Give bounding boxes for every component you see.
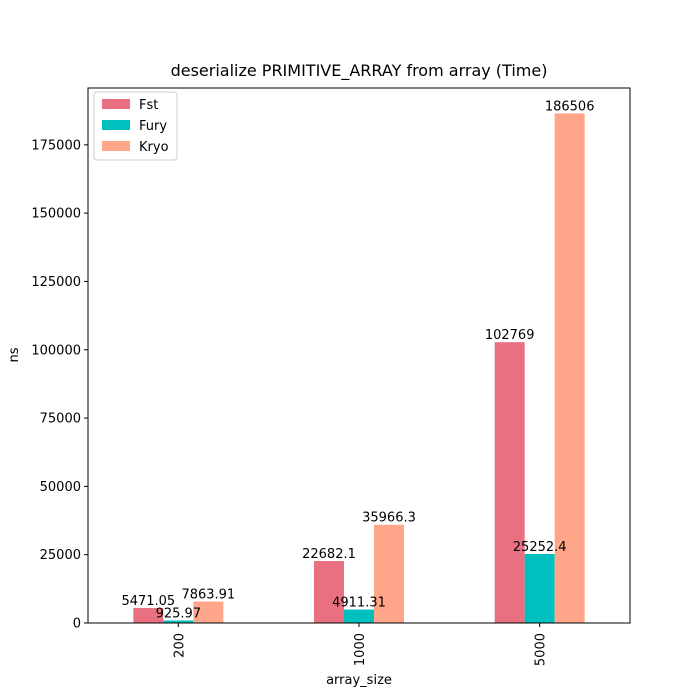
bar-fst-1000 <box>314 561 344 623</box>
y-tick-label: 175000 <box>31 138 81 153</box>
bar-label-fst-200: 5471.05 <box>121 594 175 609</box>
y-tick-label: 50000 <box>40 480 81 495</box>
x-tick-label: 1000 <box>353 633 368 666</box>
y-tick-label: 75000 <box>40 412 81 427</box>
bar-label-fury-200: 925.97 <box>156 606 202 621</box>
bar-fury-1000 <box>344 609 374 623</box>
y-axis-title: ns <box>7 347 22 362</box>
legend-label-fst: Fst <box>139 98 158 113</box>
y-tick-label: 150000 <box>31 207 81 222</box>
y-tick-label: 125000 <box>31 275 81 290</box>
x-tick-label: 200 <box>172 633 187 658</box>
bar-kryo-200 <box>193 601 224 623</box>
y-tick-label: 0 <box>73 617 81 632</box>
y-tick-label: 25000 <box>40 548 81 563</box>
legend: Fst Fury Kryo <box>93 91 178 161</box>
bar-label-fury-1000: 4911.31 <box>332 596 386 611</box>
bar-fst-5000 <box>494 342 525 623</box>
bar-label-kryo-200: 7863.91 <box>181 588 235 603</box>
legend-swatch-kryo <box>102 141 130 151</box>
y-axis: 0 25000 50000 75000 100000 125000 150000 175000 <box>31 138 88 632</box>
legend-label-fury: Fury <box>139 119 167 134</box>
x-axis-title: array_size <box>326 673 392 688</box>
legend-label-kryo: Kryo <box>139 140 169 155</box>
y-tick-label: 100000 <box>31 343 81 358</box>
x-axis: 200 1000 5000 <box>172 623 549 666</box>
bar-kryo-1000 <box>374 524 404 623</box>
bar-fst-200 <box>133 608 164 623</box>
legend-swatch-fst <box>102 99 130 109</box>
legend-swatch-fury <box>102 120 130 130</box>
x-tick-label: 5000 <box>534 633 549 666</box>
bar-label-fury-5000: 25252.4 <box>513 540 567 555</box>
bar-label-kryo-5000: 186506 <box>545 99 595 114</box>
bar-label-fst-5000: 102769 <box>485 328 535 343</box>
bar-fury-200 <box>163 620 194 623</box>
bar-fury-5000 <box>524 554 555 623</box>
bars-layer <box>133 113 585 623</box>
bar-label-kryo-1000: 35966.3 <box>362 511 416 526</box>
bar-kryo-5000 <box>554 113 585 623</box>
bar-label-fst-1000: 22682.1 <box>302 547 356 562</box>
chart-title: deserialize PRIMITIVE_ARRAY from array (… <box>171 61 548 81</box>
